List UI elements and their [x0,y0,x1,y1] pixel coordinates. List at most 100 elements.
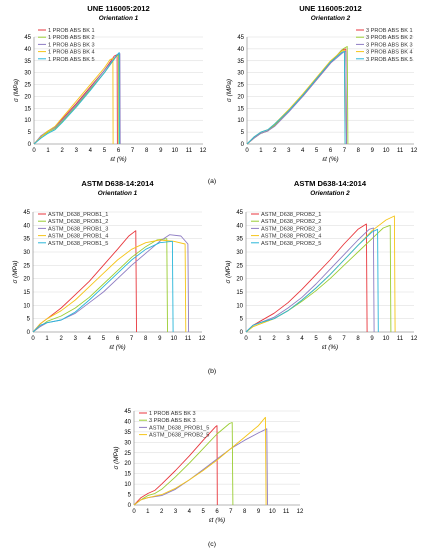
y-tick-label: 35 [23,237,30,243]
x-tick-label: 11 [397,336,404,342]
series-line [33,54,120,145]
y-tick-label: 5 [128,493,132,499]
x-tick-label: 11 [397,148,404,154]
y-tick-label: 45 [23,210,30,216]
y-tick-label: 10 [24,118,31,124]
y-axis-label: σ (MPa) [226,79,233,102]
chart-subtitle: Orientation 1 [98,190,138,197]
legend-entry: ASTM_D638_PROB2_5 [149,433,209,439]
x-tick-label: 6 [329,148,333,154]
x-tick-label: 3 [174,509,178,515]
x-tick-label: 4 [88,336,92,342]
legend-entry: ASTM_D638_PROB1_5 [48,241,108,247]
x-tick-label: 0 [32,148,36,154]
x-axis-label: εt (%) [109,344,125,351]
x-axis-label: εt (%) [110,156,126,163]
series-line [133,422,234,506]
y-tick-label: 25 [236,263,243,269]
legend-entry: 1 PROB ABS BK 5 [48,57,95,63]
x-tick-label: 0 [132,509,136,515]
panel-label-c: (c) [208,541,216,548]
x-tick-label: 12 [411,336,418,342]
x-tick-label: 3 [287,148,291,154]
y-tick-label: 25 [24,83,31,89]
y-tick-label: 5 [241,130,245,136]
y-tick-label: 45 [124,409,131,415]
x-tick-label: 7 [343,148,347,154]
y-tick-label: 15 [124,472,131,478]
x-tick-label: 5 [103,148,107,154]
y-tick-label: 45 [24,35,31,41]
x-tick-label: 8 [356,336,360,342]
x-tick-label: 5 [315,148,319,154]
y-axis-label: σ (MPa) [113,446,120,469]
chart-title: UNE 116005:2012 [87,4,150,13]
panel-label-b: (b) [208,368,216,375]
legend-entry: ASTM_D638_PROB1_1 [48,212,108,218]
y-tick-label: 0 [128,503,132,509]
y-tick-label: 40 [24,47,31,53]
legend-entry: ASTM_D638_PROB2_4 [261,234,321,240]
x-tick-label: 2 [59,336,63,342]
x-tick-label: 0 [245,148,249,154]
x-tick-label: 4 [300,336,304,342]
x-tick-label: 9 [158,336,162,342]
y-tick-label: 10 [23,303,30,309]
x-tick-label: 8 [144,336,148,342]
legend-entry: ASTM_D638_PROB1_4 [48,234,108,240]
y-tick-label: 40 [124,419,131,425]
y-tick-label: 30 [237,71,244,77]
x-tick-label: 5 [102,336,106,342]
legend-entry: 3 PROB ABS BK 5 [366,57,413,63]
y-tick-label: 35 [24,59,31,65]
x-tick-label: 3 [74,336,78,342]
y-tick-label: 25 [237,83,244,89]
series-line [33,53,121,145]
y-tick-label: 35 [237,59,244,65]
series-line [246,50,347,145]
x-tick-label: 7 [342,336,346,342]
y-tick-label: 5 [28,130,32,136]
y-tick-label: 30 [24,71,31,77]
x-tick-label: 9 [257,509,261,515]
x-tick-label: 9 [370,336,374,342]
x-tick-label: 5 [314,336,318,342]
x-tick-label: 9 [159,148,163,154]
y-tick-label: 15 [236,290,243,296]
x-axis-label: εt (%) [209,517,225,524]
legend-entry: 3 PROB ABS BK 4 [366,50,413,56]
x-tick-label: 7 [130,336,134,342]
x-tick-label: 4 [89,148,93,154]
legend-entry: 3 PROB ABS BK 3 [366,42,413,48]
legend-entry: 3 PROB ABS BK 1 [366,28,413,34]
chart-title: ASTM D638-14:2014 [81,179,154,188]
y-tick-label: 10 [237,118,244,124]
y-tick-label: 5 [240,317,244,323]
x-tick-label: 12 [200,148,207,154]
legend-entry: 1 PROB ABS BK 1 [48,28,95,34]
legend-entry: ASTM_D638_PROB1_3 [48,226,108,232]
legend-entry: 1 PROB ABS BK 4 [48,50,95,56]
legend-entry: ASTM_D638_PROB2_1 [261,212,321,218]
legend-entry: 1 PROB ABS BK 3 [48,42,95,48]
x-tick-label: 1 [46,148,50,154]
x-tick-label: 9 [371,148,375,154]
legend-entry: ASTM_D638_PROB2_2 [261,219,321,225]
chart-title: UNE 116005:2012 [299,4,362,13]
y-tick-label: 20 [23,277,30,283]
legend-entry: 1 PROB ABS BK 2 [48,35,95,41]
x-tick-label: 1 [45,336,49,342]
x-tick-label: 2 [272,336,276,342]
y-tick-label: 20 [24,94,31,100]
series-line [246,49,346,145]
series-line [33,57,114,145]
x-tick-label: 0 [31,336,35,342]
series-line [32,238,168,333]
y-tick-label: 45 [236,210,243,216]
x-tick-label: 7 [229,509,233,515]
